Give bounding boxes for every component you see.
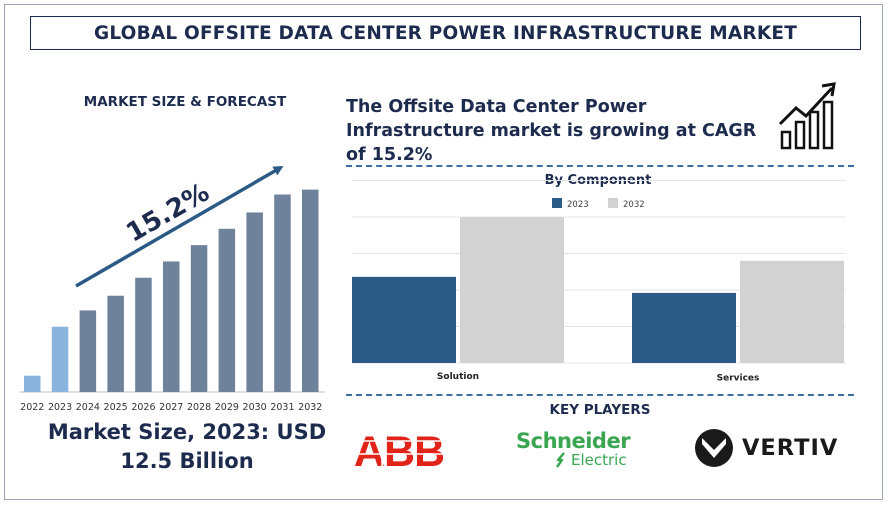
category-label-solution: Solution: [437, 372, 479, 382]
legend-label-2032: 2032: [623, 200, 645, 210]
schneider-logo-text: Schneider: [516, 429, 631, 453]
year-tick-2022: 2022: [20, 402, 44, 413]
divider-top: [346, 165, 854, 167]
market-size-chart: 2022 2023 2024 2025 2026 2027 2028 2029 2030 2031…: [20, 165, 325, 413]
growth-arrow: [75, 165, 284, 288]
market-bar-2023: [51, 326, 69, 392]
legend-swatch-2023: [552, 198, 562, 208]
headline-line-2: Infrastructure market is growing at CAGR: [346, 121, 757, 141]
abb-logo: ABB: [348, 428, 450, 470]
bar-growth-arrow-icon: [778, 82, 836, 150]
bar-services-2023: [632, 292, 736, 363]
market-size-heading: MARKET SIZE & FORECAST: [83, 94, 287, 110]
year-tick-2023: 2023: [48, 402, 72, 413]
cagr-headline: The Offsite Data Center Power Infrastruc…: [346, 95, 766, 167]
category-label-services: Services: [717, 374, 760, 384]
market-size-line-2: 12.5 Billion: [120, 449, 254, 473]
market-bar-2028: [190, 245, 208, 392]
vertiv-emblem-icon: [695, 429, 733, 467]
market-bar-2022: [24, 375, 41, 392]
year-tick-2024: 2024: [76, 402, 100, 413]
market-bar-2031: [274, 194, 291, 392]
market-bar-2026: [135, 277, 152, 392]
market-bar-2030: [246, 212, 263, 392]
year-tick-2027: 2027: [159, 402, 183, 413]
schneider-electric-logo: Schneider Electric: [516, 430, 646, 468]
vertiv-logo-text: VERTIV: [742, 435, 839, 461]
market-bar-2027: [163, 261, 180, 392]
abb-logo-text: ABB: [354, 428, 444, 470]
bar-services-2032: [740, 260, 844, 363]
legend-swatch-2032: [608, 198, 618, 208]
headline-line-1: The Offsite Data Center Power: [346, 97, 647, 117]
year-tick-2032: 2032: [298, 402, 322, 413]
schneider-logo-subtext: Electric: [571, 451, 627, 469]
year-tick-2030: 2030: [243, 402, 267, 413]
by-component-chart: By Component 2023 2032 Solution Services: [352, 173, 846, 384]
market-bar-2032: [302, 189, 319, 392]
market-bar-2025: [107, 295, 124, 392]
schneider-swoosh-icon: [556, 452, 565, 468]
bar-solution-2032: [460, 217, 564, 363]
page-title: GLOBAL OFFSITE DATA CENTER POWER INFRAST…: [30, 16, 861, 50]
year-tick-2026: 2026: [131, 402, 155, 413]
market-bar-2029: [218, 228, 236, 392]
bar-solution-2023: [352, 276, 456, 363]
key-players-title: KEY PLAYERS: [549, 402, 651, 418]
market-size-text: Market Size, 2023: USD 12.5 Billion: [12, 418, 362, 476]
infographic-frame: [4, 4, 883, 500]
vertiv-logo: VERTIV: [694, 428, 838, 468]
legend-label-2023: 2023: [567, 200, 589, 210]
market-size-line-1: Market Size, 2023: USD: [47, 420, 327, 444]
year-tick-2029: 2029: [215, 402, 239, 413]
year-tick-2028: 2028: [187, 402, 211, 413]
year-tick-2025: 2025: [104, 402, 128, 413]
year-tick-2031: 2031: [270, 402, 294, 413]
divider-bottom: [346, 394, 854, 396]
market-bar-2024: [79, 310, 97, 392]
headline-line-3: of 15.2%: [346, 145, 433, 165]
